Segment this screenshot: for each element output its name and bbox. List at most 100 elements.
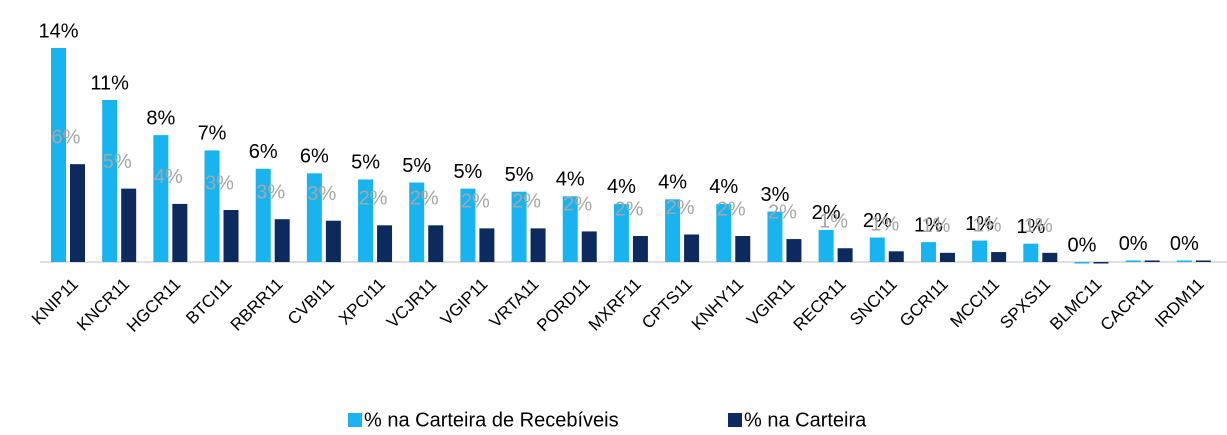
value-label: 5%	[453, 161, 482, 183]
bar	[735, 236, 751, 262]
value-label: 14%	[38, 20, 78, 42]
bar	[377, 225, 393, 262]
x-tick-label: SNCI11	[846, 275, 901, 330]
value-label: 1%	[870, 214, 899, 236]
value-label: 2%	[359, 188, 388, 210]
value-label: 4%	[658, 172, 687, 194]
value-label: 5%	[505, 164, 534, 186]
bar	[767, 211, 783, 262]
value-label: 1%	[1016, 216, 1045, 238]
bar	[920, 242, 936, 262]
value-label: 6%	[300, 146, 329, 168]
value-label: 0%	[1119, 233, 1148, 255]
legend-swatch	[348, 413, 362, 427]
x-tick-label: RBRR11	[227, 275, 287, 335]
value-label: 11%	[90, 72, 129, 94]
bar	[460, 188, 476, 262]
x-tick-label: CVBI11	[284, 275, 338, 329]
value-label: 5%	[103, 151, 132, 173]
bar	[562, 196, 578, 262]
bar	[428, 225, 444, 262]
value-label: 1%	[819, 211, 848, 233]
bar	[1074, 262, 1090, 264]
value-label: 2%	[461, 191, 490, 213]
value-label: 4%	[607, 176, 636, 198]
value-label: 4%	[556, 169, 585, 191]
bar	[939, 252, 955, 262]
value-label: 2%	[666, 197, 695, 219]
bar	[869, 237, 885, 262]
bar	[581, 231, 597, 262]
value-label: 3%	[205, 172, 234, 194]
legend-swatch	[728, 413, 742, 427]
legend-label: % na Carteira	[744, 409, 867, 431]
x-tick-label: BLMC11	[1046, 275, 1105, 334]
value-label: 8%	[146, 107, 175, 129]
bar	[204, 150, 220, 262]
value-label: 2%	[563, 194, 592, 216]
x-tick-label: VGIP11	[437, 275, 492, 330]
value-label: 2%	[863, 210, 892, 232]
value-label: 3%	[760, 184, 789, 206]
value-label: 4%	[709, 176, 738, 198]
bar	[665, 199, 681, 262]
bar	[716, 203, 732, 262]
bar	[102, 99, 118, 262]
value-label: 4%	[154, 166, 183, 188]
bar	[255, 168, 271, 262]
bar	[1195, 260, 1211, 262]
bar	[818, 229, 834, 262]
value-label: 6%	[249, 141, 278, 163]
bar	[172, 203, 188, 262]
value-label: 2%	[717, 198, 746, 220]
x-tick-label: CPTS11	[638, 275, 696, 333]
bar	[837, 248, 853, 262]
bar	[684, 234, 700, 262]
bar	[153, 135, 169, 262]
value-label: 1%	[973, 214, 1002, 236]
value-label: 5%	[402, 155, 431, 177]
bar	[306, 173, 322, 262]
value-label: 3%	[256, 181, 285, 203]
bar	[786, 239, 802, 262]
bar	[70, 164, 85, 262]
bar	[530, 228, 546, 262]
value-label: 2%	[512, 191, 541, 213]
legend-label: % na Carteira de Recebíveis	[364, 409, 619, 431]
bar	[325, 220, 341, 262]
bar	[511, 191, 527, 262]
value-label: 1%	[965, 213, 994, 235]
bar	[1176, 260, 1192, 262]
x-tick-label: VCJR11	[383, 275, 440, 332]
bar	[274, 219, 290, 262]
bar	[1023, 243, 1039, 262]
bar	[1042, 252, 1058, 262]
bar	[613, 203, 629, 262]
value-label: 7%	[198, 123, 227, 145]
x-tick-label: PORD11	[533, 275, 594, 336]
x-tick-label: IRDM11	[1151, 275, 1208, 332]
x-tick-label: MXRF11	[585, 275, 645, 335]
value-label: 0%	[1170, 233, 1199, 255]
value-label: 3%	[307, 183, 336, 205]
x-tick-label: KNHY11	[688, 275, 747, 334]
bar	[1125, 260, 1141, 262]
bar	[888, 251, 904, 262]
bar	[223, 210, 239, 262]
value-label: 0%	[1068, 234, 1097, 256]
value-label: 6%	[52, 126, 81, 148]
value-label: 1%	[1024, 215, 1053, 237]
value-label: 2%	[768, 201, 797, 223]
bar	[121, 188, 137, 262]
bar	[51, 48, 66, 262]
bar	[409, 182, 425, 262]
value-label: 2%	[812, 202, 841, 224]
x-tick-label: MCCI11	[946, 275, 1003, 332]
bar	[972, 240, 988, 262]
bar	[479, 228, 495, 262]
bar	[991, 252, 1007, 262]
value-label: 2%	[410, 188, 439, 210]
bar	[358, 179, 374, 262]
value-label: 1%	[922, 215, 951, 237]
